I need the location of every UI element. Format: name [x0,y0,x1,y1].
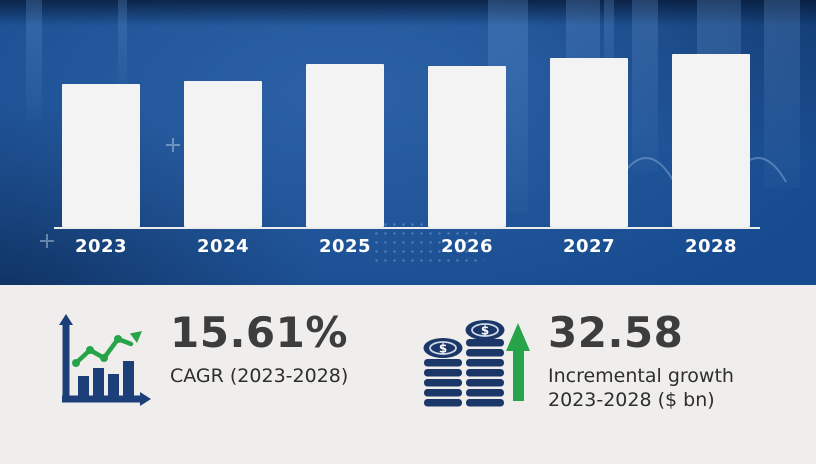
background-decor-column [632,0,658,172]
svg-text:$: $ [481,324,489,338]
bar-label: 2028 [684,236,738,257]
bar-label: 2024 [196,236,250,257]
incremental-value: 32.58 [548,308,684,357]
chart-section: 2023 2024 2025 2026 2027 2028 [0,0,816,285]
bar [306,64,384,227]
plus-icon [166,138,180,152]
axis-labels: 2023 2024 2025 2026 2027 2028 [62,236,750,257]
bar [428,66,506,227]
bar-chart [62,54,750,227]
background-decor-column [26,0,42,120]
incremental-label: Incremental growth 2023-2028 ($ bn) [548,364,734,412]
bar-label: 2023 [74,236,128,257]
bar-label: 2027 [562,236,616,257]
coin-stack: $ [465,320,505,407]
plus-icon [40,234,54,248]
bar [550,58,628,227]
cagr-label: CAGR (2023-2028) [170,365,349,388]
up-arrow-icon [506,323,530,401]
background-decor-column [764,0,800,188]
incremental-growth-stat: $ $ [418,308,734,412]
growth-chart-icon [59,314,151,406]
cagr-stat: 15.61% CAGR (2023-2028) [52,308,418,411]
svg-text:$: $ [439,342,447,356]
coin-stack: $ [423,338,463,407]
background-decor-column [118,0,127,84]
bar [672,54,750,227]
bar-label: 2026 [440,236,494,257]
background-decor-column [604,0,614,100]
incremental-label-line1: Incremental growth [548,365,734,388]
cagr-value: 15.61% [170,308,348,357]
bar-label: 2025 [318,236,372,257]
coins-icon: $ $ [423,320,530,407]
stats-section: 15.61% CAGR (2023-2028) $ [0,285,816,464]
axis-line [54,227,760,229]
bar [184,81,262,227]
bar [62,84,140,227]
incremental-label-line2: 2023-2028 ($ bn) [548,389,715,412]
